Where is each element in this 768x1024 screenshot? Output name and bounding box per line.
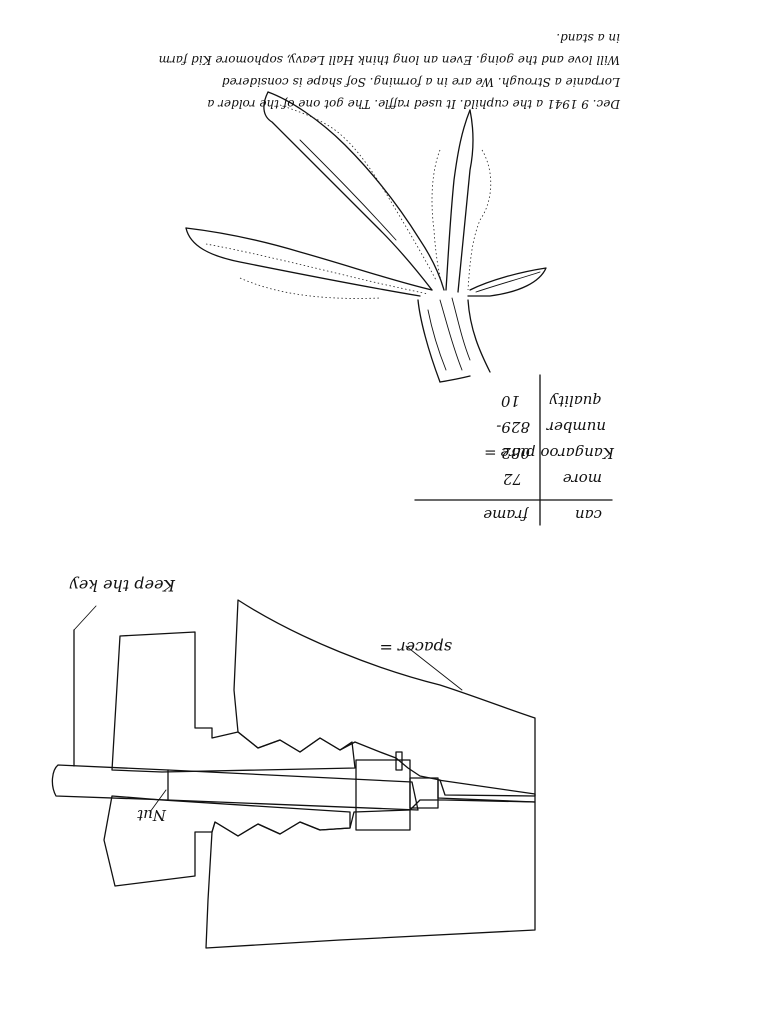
screw-shaft — [51, 764, 419, 811]
cross-section-drawing — [51, 599, 536, 949]
table-row-number: number — [546, 418, 606, 436]
block-lower-right — [205, 799, 536, 949]
leader-top-left — [73, 605, 97, 631]
table-val-kangaroo: 082 = — [484, 444, 530, 462]
note-line-2: Lorpanie a Strough. We are in a forming.… — [221, 75, 621, 89]
table-row-can: can — [575, 506, 602, 524]
table-val-more: 72 — [503, 470, 522, 488]
block-upper-left — [111, 631, 356, 773]
table-row-quality: quality — [549, 392, 602, 410]
plant-sketch — [185, 91, 547, 383]
label-nut: Nut — [136, 806, 167, 824]
table-val-number: 829- — [496, 418, 530, 436]
note-line-3: Will love and the going. Even an long th… — [159, 53, 620, 67]
table-val-quality: 10 — [500, 392, 520, 410]
table-row-frame: frame — [483, 506, 529, 524]
table-row-more: more — [563, 470, 602, 488]
leader-spacer — [405, 645, 463, 691]
note-line-1: Dec. 9 1941 a the cuphild. It used raffl… — [207, 97, 621, 111]
handwritten-note: Dec. 9 1941 a the cuphild. It used raffl… — [159, 31, 621, 111]
block-upper-right — [233, 599, 536, 797]
label-top-left: Keep the key — [69, 576, 176, 595]
inverted-table: can frame more 72 Kangaroo pure 082 = nu… — [414, 374, 615, 526]
table-row-kangaroo: Kangaroo pure — [500, 444, 615, 462]
leader-nut — [149, 789, 167, 813]
label-spacer: spacer = — [379, 638, 452, 657]
note-line-4: in a stand. — [556, 31, 620, 45]
